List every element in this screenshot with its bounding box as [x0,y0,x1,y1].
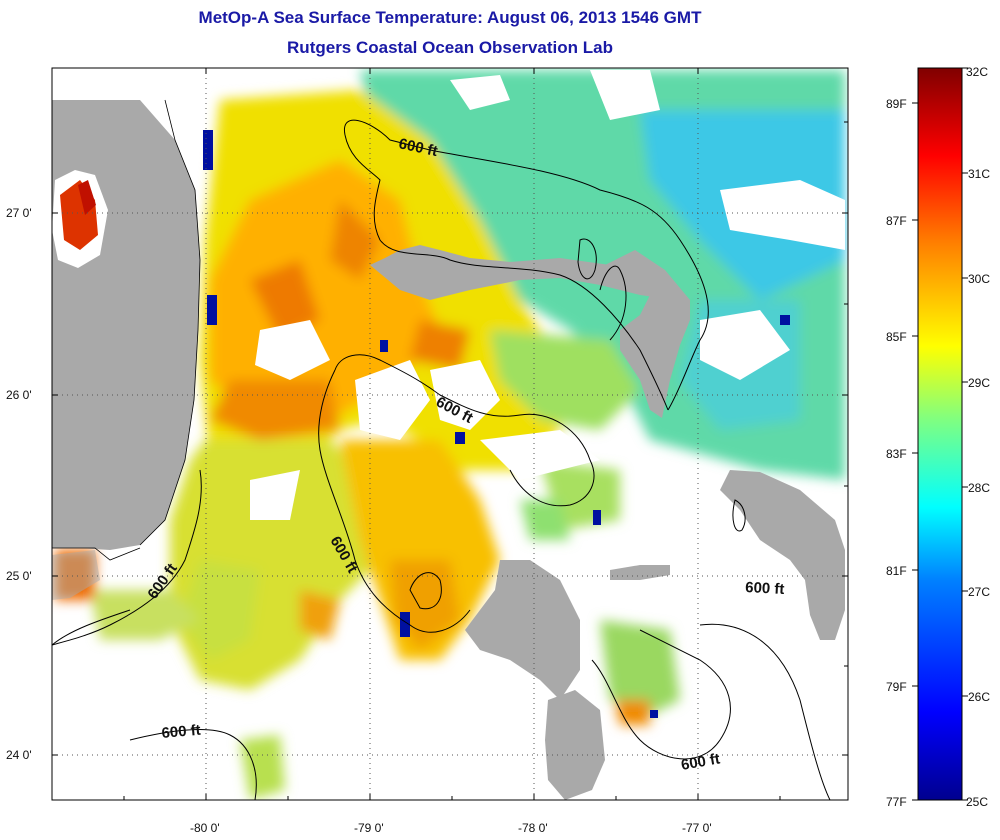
plot-area: 600 ft 600 ft 600 ft 600 ft 600 ft 600 f… [52,68,848,800]
exuma-cays [720,470,845,640]
cb-f-87: 87F [886,214,907,228]
lat-tick-3: 25 0' [6,569,32,583]
lon-tick-3: -78 0' [518,821,548,835]
colorbar-ticks [912,67,968,801]
cb-c-30: 30C [968,272,990,286]
map-title: MetOp-A Sea Surface Temperature: August … [198,8,702,27]
cb-c-27: 27C [968,585,990,599]
andros [465,560,580,700]
map-subtitle: Rutgers Coastal Ocean Observation Lab [287,38,613,57]
inland-water [52,170,108,268]
contour-600ft [52,119,831,800]
cb-c-26: 26C [968,690,990,704]
contour-label-7: 600 ft [680,750,722,774]
contour-label-5: 600 ft [745,579,785,598]
cb-f-79: 79F [886,680,907,694]
cb-f-85: 85F [886,330,907,344]
florida-keys [52,550,100,600]
colorbar: 32C 31C 30C 29C 28C 27C 26C 25C 89F 87F … [886,65,990,809]
lat-tick-2: 26 0' [6,388,32,402]
grid [52,68,848,800]
cb-f-89: 89F [886,97,907,111]
frame-ticks [52,68,848,800]
andros-south [545,690,605,800]
contour-label-6: 600 ft [161,722,202,742]
lon-tick-2: -79 0' [354,821,384,835]
cb-f-83: 83F [886,447,907,461]
lat-tick-4: 24 0' [6,748,32,762]
cb-c-29: 29C [968,376,990,390]
lon-tick-1: -80 0' [190,821,220,835]
cb-f-81: 81F [886,564,907,578]
colorbar-gradient [917,67,963,801]
coastline [52,99,201,561]
lat-tick-1: 27 0' [6,206,32,220]
cb-c-31: 31C [968,167,990,181]
lon-tick-4: -77 0' [682,821,712,835]
new-providence [610,565,670,580]
cold-specks [203,130,790,718]
cb-c-25: 25C [966,795,988,809]
plot-frame [51,67,849,801]
cb-c-32: 32C [966,65,988,79]
abaco [605,250,690,418]
cb-f-77: 77F [886,795,907,809]
cb-c-28: 28C [968,481,990,495]
